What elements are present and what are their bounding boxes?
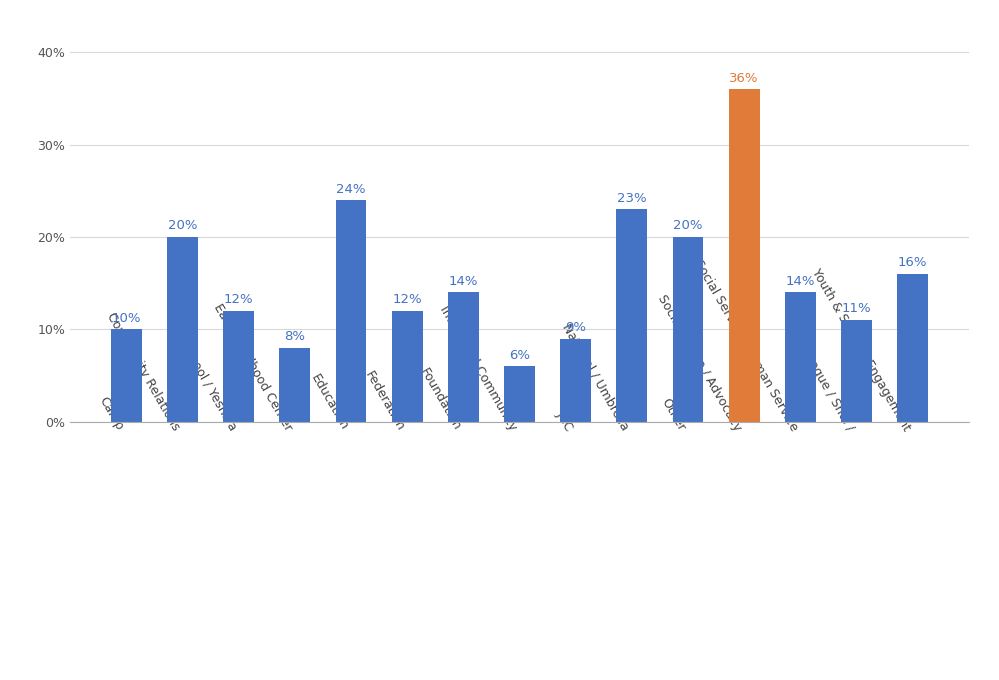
Text: 12%: 12%	[393, 293, 422, 306]
Text: 36%: 36%	[729, 72, 759, 85]
Text: 23%: 23%	[617, 192, 646, 205]
Bar	[560, 339, 591, 422]
Text: 16%: 16%	[898, 256, 927, 269]
Text: 20%: 20%	[168, 220, 197, 233]
Text: 8%: 8%	[285, 330, 306, 343]
Bar	[111, 329, 142, 422]
Bar	[672, 237, 703, 422]
Text: 14%: 14%	[449, 275, 479, 288]
Bar	[336, 200, 367, 422]
Bar	[504, 367, 534, 422]
Bar	[728, 89, 759, 422]
Bar	[785, 292, 816, 422]
Text: 10%: 10%	[112, 311, 141, 325]
Bar	[280, 347, 311, 422]
Text: 20%: 20%	[673, 220, 702, 233]
Text: 12%: 12%	[224, 293, 254, 306]
Text: 24%: 24%	[337, 182, 366, 196]
Text: 6%: 6%	[508, 349, 530, 362]
Text: 14%: 14%	[785, 275, 815, 288]
Bar	[223, 311, 254, 422]
Bar	[841, 320, 872, 422]
Bar	[448, 292, 479, 422]
Bar	[616, 209, 647, 422]
Bar	[392, 311, 423, 422]
Bar	[167, 237, 198, 422]
Text: 9%: 9%	[565, 321, 586, 334]
Bar	[897, 274, 928, 422]
Text: 11%: 11%	[842, 303, 871, 316]
